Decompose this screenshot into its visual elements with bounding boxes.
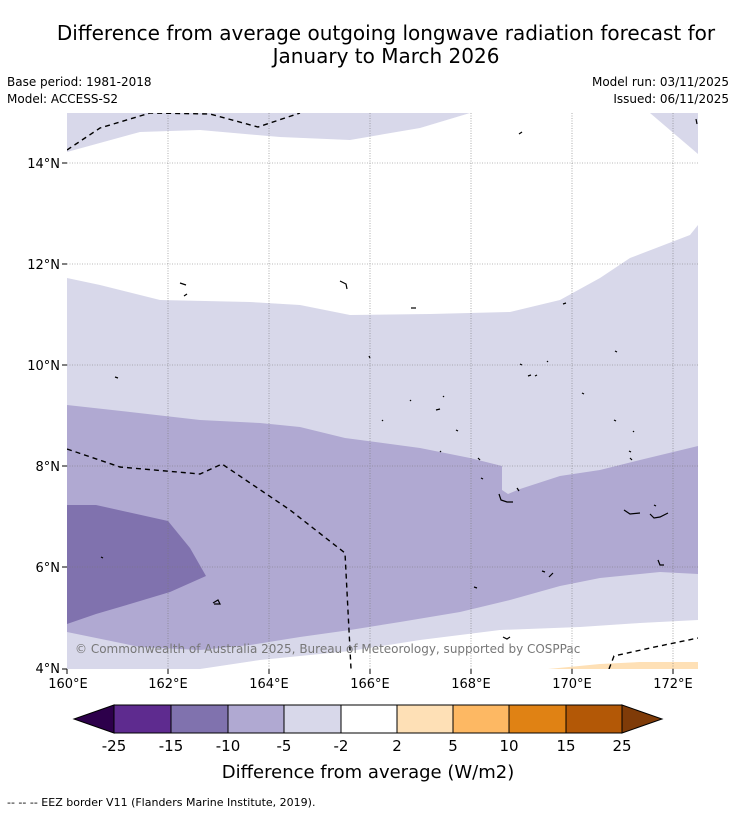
issued-date: Issued: 06/11/2025 [613, 92, 729, 106]
region-plus2-plus5 [548, 662, 698, 669]
eez-footnote: -- -- -- EEZ border V11 (Flanders Marine… [7, 796, 316, 809]
lat-tick-label: 10°N [27, 359, 60, 374]
copyright-notice: © Commonwealth of Australia 2025, Bureau… [75, 642, 580, 656]
model-run: Model run: 03/11/2025 [591, 75, 729, 89]
colorbar: -25 -15 -10 -5 -2 2 5 10 15 25 Differenc… [72, 704, 664, 783]
tick-marks [62, 162, 674, 674]
islands [100, 118, 698, 640]
colorbar-swatch [452, 704, 510, 734]
lat-tick-label: 14°N [27, 157, 60, 172]
eez-borders [67, 113, 698, 669]
colorbar-label: 15 [556, 737, 575, 755]
colorbar-label: 25 [612, 737, 631, 755]
lon-tick-label: 164°E [249, 677, 289, 692]
lon-tick-label: 170°E [552, 677, 592, 692]
title-line-1: Difference from average outgoing longwav… [56, 21, 716, 45]
lat-tick-label: 4°N [36, 662, 61, 677]
colorbar-label: 5 [448, 737, 458, 755]
meta-left: Base period: 1981-2018 Model: ACCESS-S2 [7, 74, 152, 108]
colorbar-arrow-min [72, 704, 115, 734]
colorbar-swatch [396, 704, 454, 734]
colorbar-swatch [283, 704, 342, 734]
chart-title: Difference from average outgoing longwav… [0, 22, 736, 68]
region-near-zero-south [200, 620, 698, 669]
lat-tick-label: 12°N [27, 258, 60, 273]
map-area [67, 113, 698, 669]
meta-right: Model run: 03/11/2025 Issued: 06/11/2025 [592, 74, 729, 108]
colorbar-label: -10 [216, 737, 241, 755]
colorbar-swatch [170, 704, 229, 734]
colorbar-swatch [508, 704, 567, 734]
colorbar-label: -5 [277, 737, 292, 755]
lon-tick-label: 166°E [350, 677, 390, 692]
colorbar-swatch [113, 704, 172, 734]
colorbar-label: -25 [102, 737, 127, 755]
lat-tick-label: 8°N [36, 460, 61, 475]
lat-tick-label: 6°N [36, 561, 61, 576]
colorbar-label: 2 [392, 737, 402, 755]
colorbar-swatch [565, 704, 623, 734]
region-minus15-minus10 [67, 505, 206, 624]
colorbar-label: 10 [499, 737, 518, 755]
colorbar-arrow-max [621, 704, 664, 734]
gridlines [67, 113, 698, 669]
lon-tick-label: 172°E [653, 677, 693, 692]
colorbar-title: Difference from average (W/m2) [222, 762, 514, 783]
model-name: Model: ACCESS-S2 [7, 92, 119, 106]
colorbar-swatch [227, 704, 285, 734]
title-line-2: January to March 2026 [272, 44, 500, 68]
lon-tick-label: 160°E [48, 677, 88, 692]
colorbar-label: -15 [159, 737, 184, 755]
region-near-zero-north [67, 113, 698, 315]
colorbar-swatch [340, 704, 398, 734]
base-period: Base period: 1981-2018 [7, 75, 152, 89]
lon-tick-label: 162°E [148, 677, 188, 692]
colorbar-label: -2 [334, 737, 349, 755]
lon-tick-label: 168°E [451, 677, 491, 692]
